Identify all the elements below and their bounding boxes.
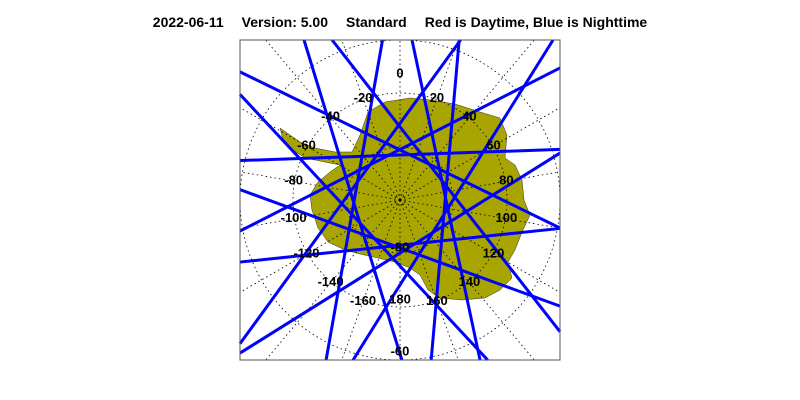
longitude-label: 40 [462,109,476,124]
plot-title: 2022-06-11 Version: 5.00 Standard Red is Da… [0,14,800,30]
night-track [410,39,482,361]
meridian-line [399,171,561,201]
longitude-label: -100 [281,210,307,225]
longitude-label: 100 [496,210,518,225]
night-track [239,70,561,230]
longitude-label: -120 [293,245,319,260]
night-track [239,147,561,163]
meridian-line [341,39,401,201]
longitude-label: 80 [499,173,513,188]
latitude-circle [292,92,508,308]
longitude-label: 0 [396,65,403,80]
longitude-label: -20 [354,90,373,105]
title-date: 2022-06-11 [152,14,224,30]
meridian-line [399,199,535,361]
title-legend: Red is Daytime, Blue is Nighttime [424,14,648,30]
meridian-line [399,199,561,293]
longitude-label: -140 [318,274,344,289]
latitude-label: -80 [391,239,410,254]
meridian-line [399,199,561,229]
longitude-label: -160 [350,293,376,308]
longitude-label: -40 [321,109,340,124]
south-pole-marker [398,198,402,202]
night-track [239,226,561,264]
longitude-label: 160 [426,293,448,308]
meridian-line [399,199,459,361]
longitude-label: 20 [430,90,444,105]
meridian-line [239,199,401,229]
meridian-line [399,39,459,201]
title-product: Standard [346,14,407,30]
latitude-label: -60 [391,343,410,358]
longitude-label: 60 [486,137,500,152]
meridian-line [341,199,401,361]
map-frame [239,39,561,361]
night-track [238,93,489,362]
meridian-line [399,39,535,201]
meridian-line [265,199,401,361]
orbit-tracks [238,39,562,362]
meridian-line [399,107,561,201]
longitude-label: 140 [459,274,481,289]
meridian-line [239,171,401,201]
night-track [239,151,561,355]
longitude-label: 180 [389,291,411,306]
meridian-line [265,39,401,201]
night-track [330,39,562,333]
longitude-label: -80 [284,173,303,188]
night-track [239,188,561,308]
longitude-label: 120 [483,245,505,260]
meridian-line [239,199,401,293]
title-version: Version: 5.00 [241,14,329,30]
longitude-label: -60 [297,137,316,152]
